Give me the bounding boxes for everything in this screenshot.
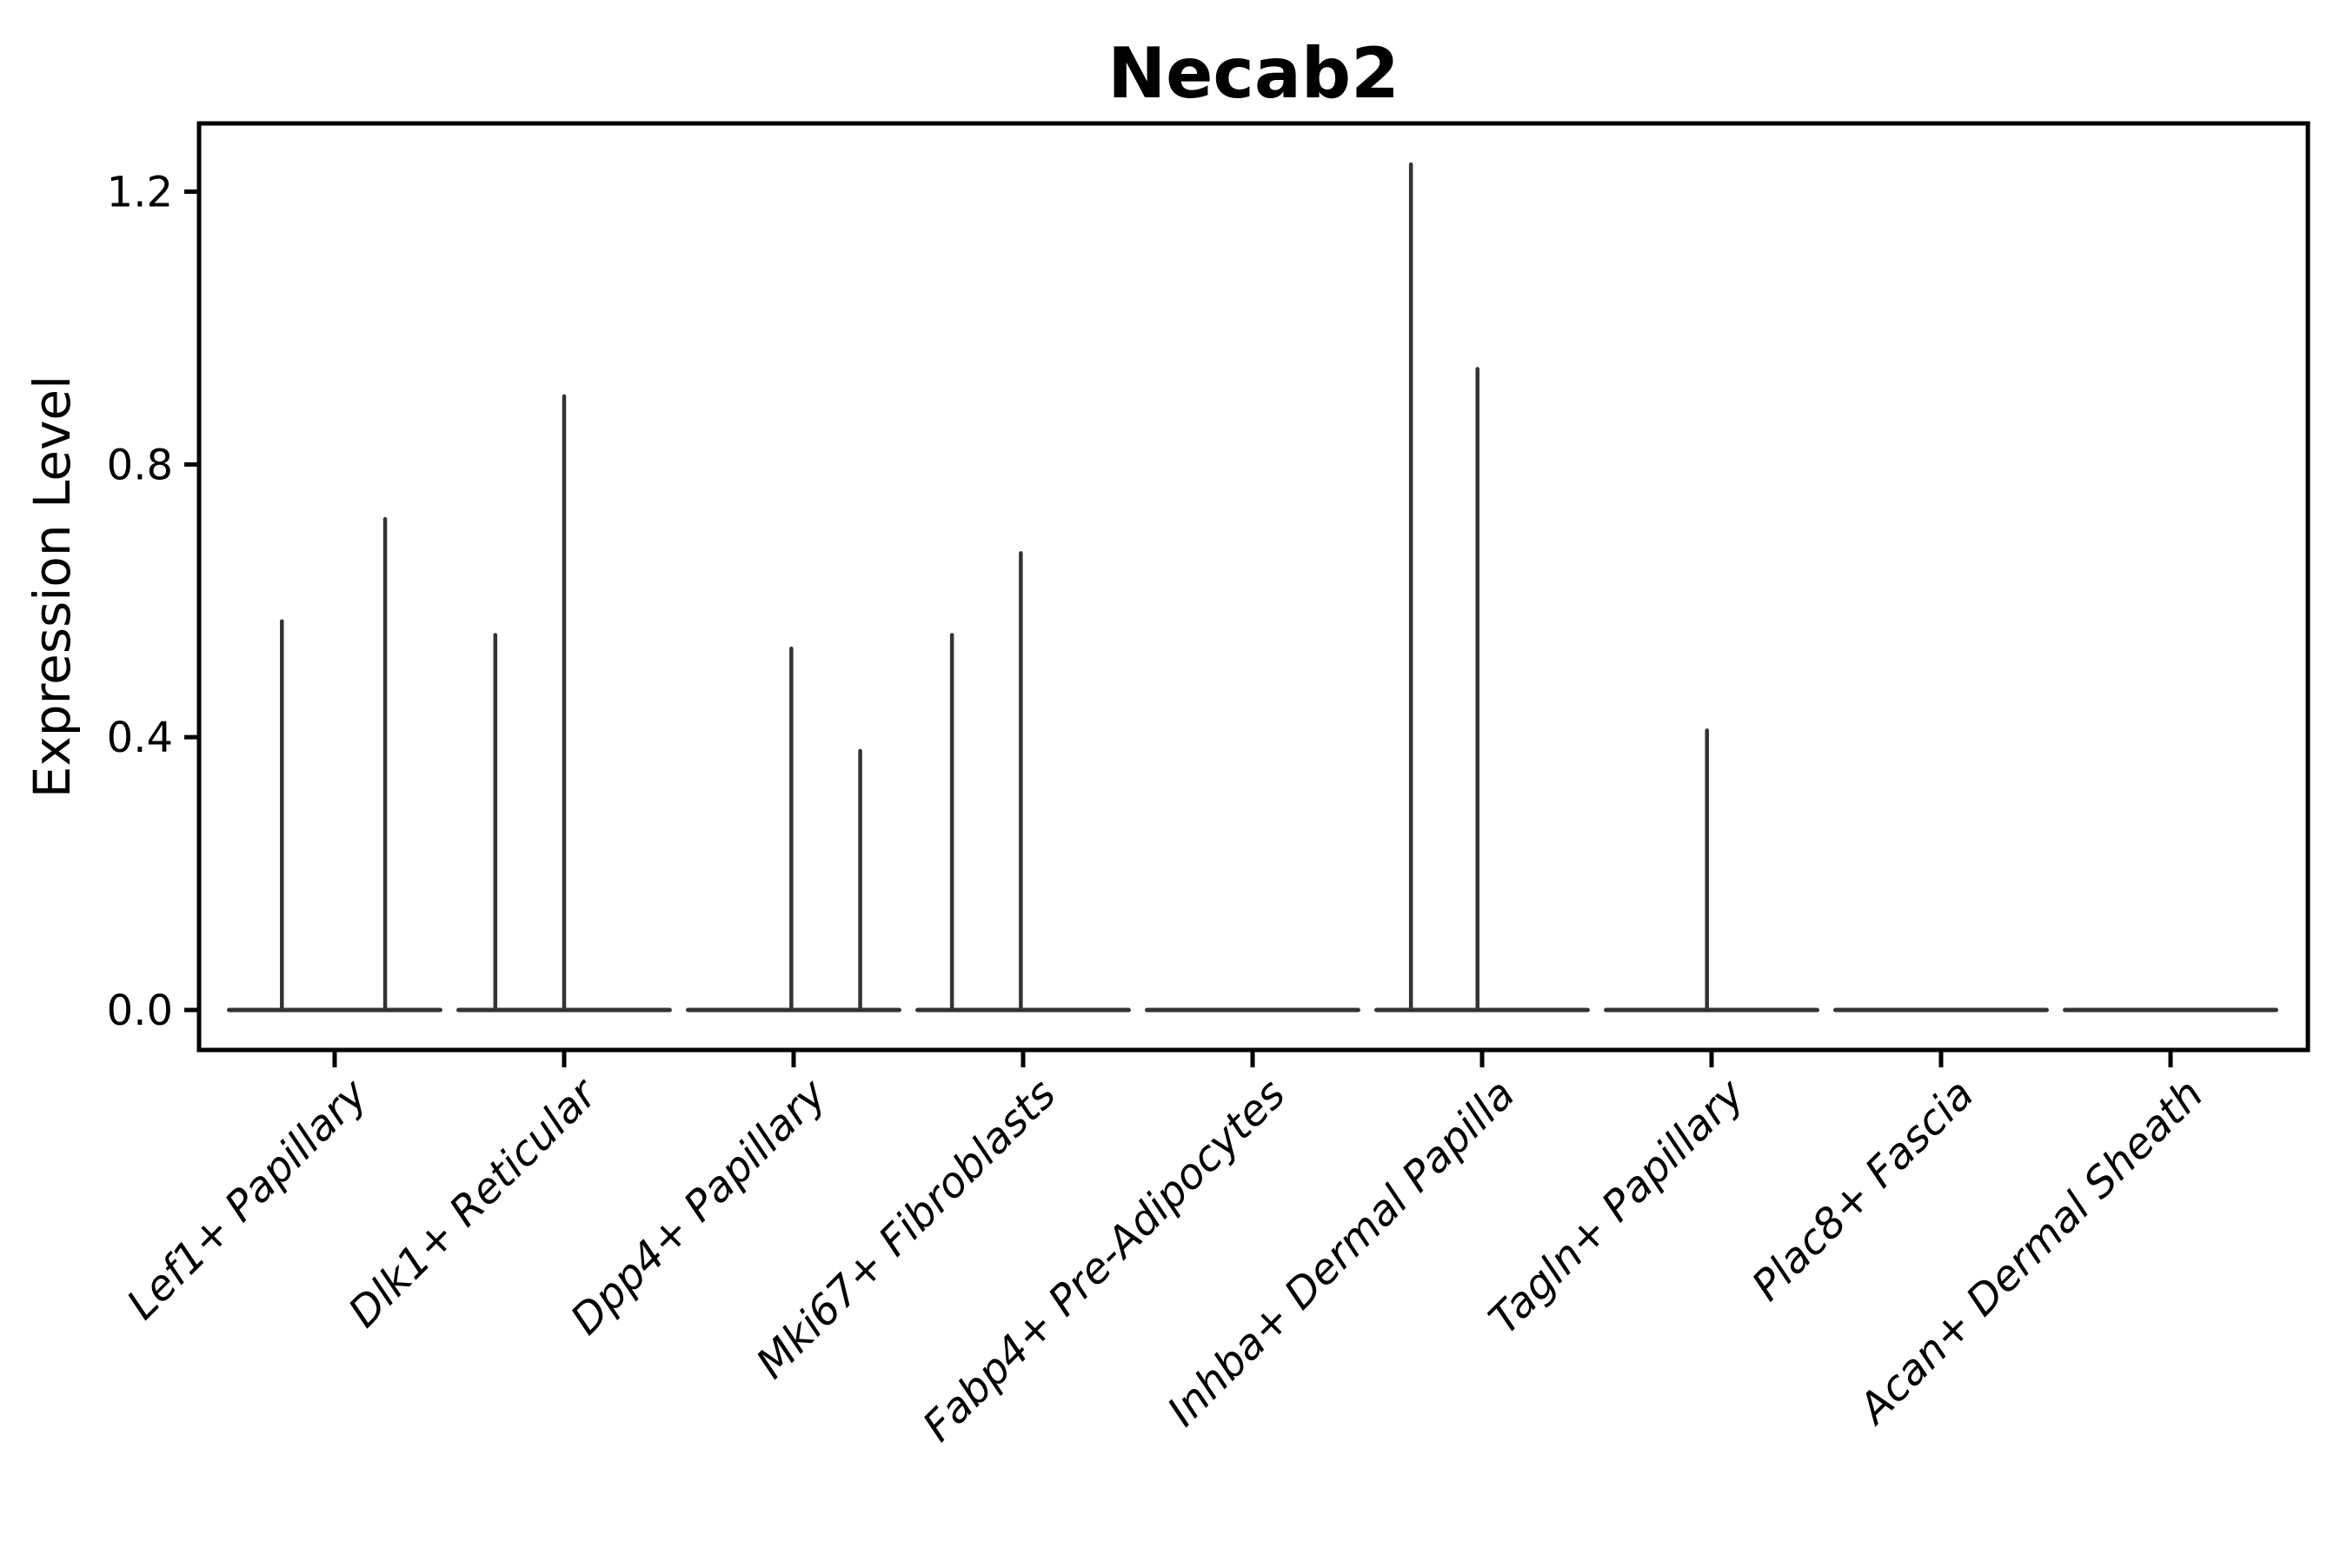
violin-group: Dpp4+ Papillary xyxy=(562,646,901,1344)
x-tick-label: Dpp4+ Papillary xyxy=(562,1069,836,1344)
violin-group: Lef1+ Papillary xyxy=(117,516,442,1329)
violin-group: Dlk1+ Reticular xyxy=(339,394,672,1338)
violin-group: Acan+ Dermal Sheath xyxy=(1848,1007,2278,1435)
violin-group: Fabp4+ Pre-Adipocytes xyxy=(914,1007,1360,1452)
x-tick-label: Dlk1+ Reticular xyxy=(339,1068,608,1338)
x-tick-label: Lef1+ Papillary xyxy=(117,1069,377,1329)
x-tick-label: Plac8+ Fascia xyxy=(1743,1070,1984,1311)
violin-group: Inhba+ Dermal Papilla xyxy=(1158,162,1590,1436)
y-tick-label: 0.0 xyxy=(107,987,173,1035)
y-tick-label: 0.4 xyxy=(107,714,173,762)
y-tick-label: 1.2 xyxy=(107,168,173,216)
chart-title: Necab2 xyxy=(1107,33,1400,114)
y-axis-title: Expression Level xyxy=(23,375,82,798)
axes-frame xyxy=(196,121,2310,1053)
x-tick-label: Tagln+ Papillary xyxy=(1479,1069,1754,1344)
y-tick-label: 0.8 xyxy=(107,441,173,489)
x-tick-label: Fabp4+ Pre-Adipocytes xyxy=(914,1070,1295,1452)
